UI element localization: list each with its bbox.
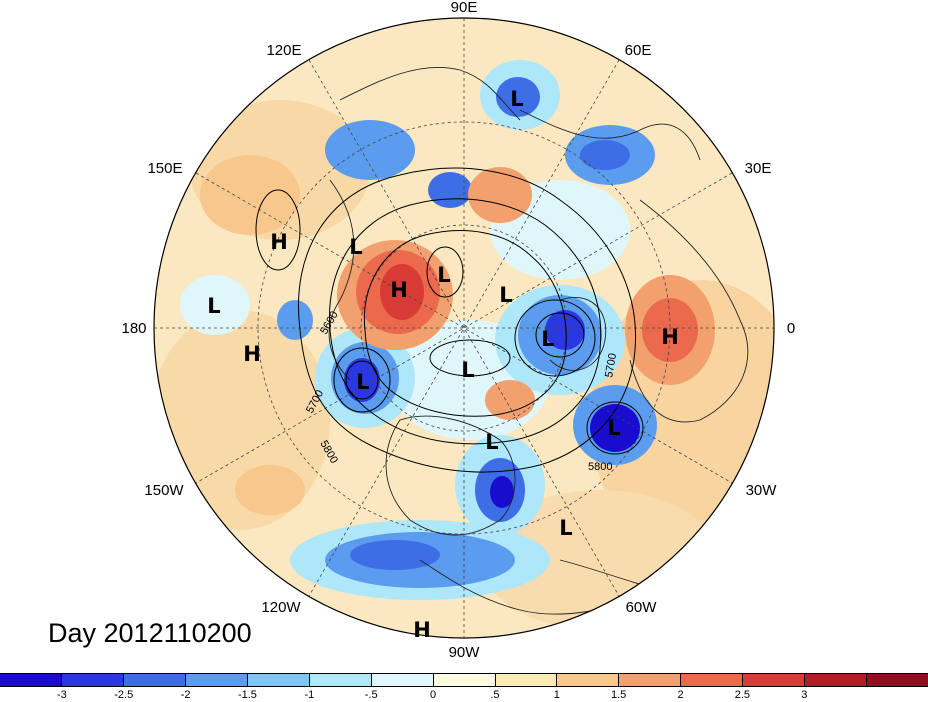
colorbar-tick-label: .5 (490, 689, 500, 701)
colorbar-swatch (61, 674, 124, 686)
colorbar-tick-label: -2 (180, 689, 191, 701)
colorbar-tick-label: 3 (801, 689, 808, 701)
colorbar-tick-label: -.5 (364, 689, 378, 701)
colorbar-tick-label: -2.5 (114, 689, 134, 701)
center-marker-low: L (349, 235, 362, 259)
center-marker-high: H (661, 325, 679, 349)
center-marker-low: L (541, 327, 554, 351)
height-contours (255, 167, 644, 473)
lon-label-0: 0 (787, 320, 795, 337)
colorbar-swatch (557, 674, 620, 686)
colorbar-tick-label: 0 (430, 689, 437, 701)
center-marker-low: L (207, 294, 220, 318)
colorbar-swatch (123, 674, 186, 686)
center-marker-low: L (607, 416, 620, 440)
colorbar-swatch (619, 674, 682, 686)
polar-map: 5600 5700 5800 5700 5800 90E 60E 30E 0 3… (121, 0, 795, 661)
center-marker-low: H (413, 618, 431, 642)
colorbar-swatch (867, 674, 928, 686)
colorbar-swatch (185, 674, 248, 686)
colorbar-tick-label: -1 (304, 689, 315, 701)
lon-label-120w: 120W (261, 599, 301, 616)
map-boundary (153, 17, 775, 639)
colorbar-tick-label: 2 (677, 689, 684, 701)
plot-title: Day 2012110200 (48, 618, 252, 648)
colorbar-swatch (495, 674, 558, 686)
colorbar-swatch (371, 674, 434, 686)
colorbar-tick-labels: -3 -2.5 -2 -1.5 -1 -.5 0 .5 1 1.5 2 2.5 3 (0, 689, 928, 702)
colorbar-swatch (309, 674, 372, 686)
center-marker-low: L (356, 370, 369, 394)
lon-label-60e: 60E (625, 42, 652, 59)
center-marker-low: L (461, 358, 474, 382)
pressure-centers: L L H L H L H L L L H L L L L H (207, 87, 678, 642)
longitude-labels: 90E 60E 30E 0 30W 60W 90W 120W 150W 180 … (121, 0, 795, 661)
colorbar-swatch (805, 674, 868, 686)
center-marker-high: H (270, 230, 288, 254)
center-marker-low: L (510, 87, 523, 111)
center-marker-low: L (499, 283, 512, 307)
lon-label-150e: 150E (147, 160, 182, 177)
center-marker-high: H (243, 342, 261, 366)
lon-label-90e: 90E (451, 0, 478, 16)
colorbar-tick-label: 2.5 (734, 689, 751, 701)
colorbar-tick-label: 1 (553, 689, 560, 701)
center-marker-low: L (437, 263, 450, 287)
lon-label-30e: 30E (745, 160, 772, 177)
colorbar-swatch (0, 674, 62, 686)
colorbar (0, 673, 928, 687)
lon-label-180: 180 (121, 320, 146, 337)
lon-label-120e: 120E (266, 42, 301, 59)
colorbar-swatch (681, 674, 744, 686)
colorbar-tick-label: -1.5 (237, 689, 257, 701)
center-marker-high: H (390, 278, 408, 302)
contour-label: 5700 (603, 352, 619, 378)
lon-label-60w: 60W (626, 599, 658, 616)
lon-label-90w: 90W (449, 644, 481, 661)
center-marker-high: L (559, 516, 572, 540)
colorbar-swatch (433, 674, 496, 686)
graticule (154, 18, 774, 638)
contour-label: 5800 (588, 461, 612, 473)
colorbar-swatch (247, 674, 310, 686)
center-marker-low: L (485, 430, 498, 454)
colorbar-tick-label: -3 (56, 689, 67, 701)
colorbar-tick-label: 1.5 (611, 689, 627, 701)
colorbar-swatch (743, 674, 806, 686)
lon-label-30w: 30W (746, 482, 778, 499)
lon-label-150w: 150W (144, 482, 184, 499)
